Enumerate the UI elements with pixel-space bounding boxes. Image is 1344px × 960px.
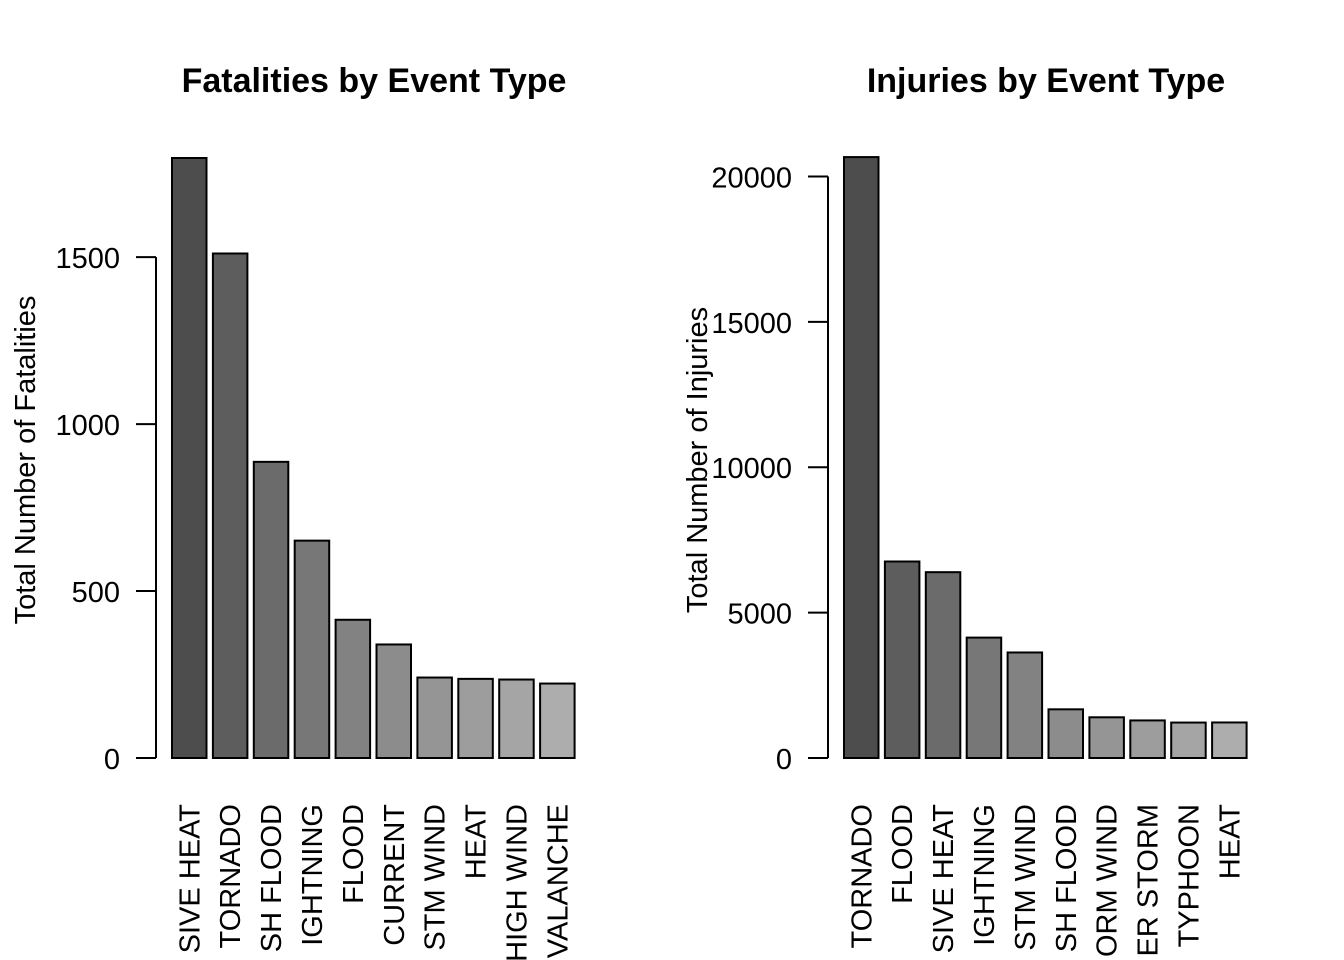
injuries-category-label: ORM WIND — [1092, 804, 1124, 957]
injuries-bar — [965, 636, 1003, 760]
fatalities-bar — [211, 252, 249, 759]
injuries-y-tick-label: 20000 — [711, 162, 792, 194]
injuries-y-tick-label: 5000 — [727, 599, 792, 631]
fatalities-chart-title: Fatalities by Event Type — [182, 62, 567, 100]
injuries-category-label: TORNADO — [846, 804, 878, 948]
injuries-bars — [843, 156, 1248, 760]
fatalities-bar — [375, 643, 412, 760]
fatalities-chart: Fatalities by Event Type Total Number of… — [10, 62, 576, 960]
fatalities-category-labels: SIVE HEAT TORNADO SH FLOOD IGHTNING FLOOD CUR… — [174, 804, 574, 960]
injuries-bar — [1006, 651, 1044, 759]
fatalities-y-tick-label: 0 — [104, 744, 120, 776]
injuries-bar — [1129, 719, 1166, 759]
fatalities-category-label: HIGH WIND — [501, 804, 533, 960]
fatalities-bar — [457, 677, 494, 760]
injuries-bar — [1047, 708, 1084, 759]
injuries-category-label: ER STORM — [1133, 804, 1165, 957]
injuries-category-label: STM WIND — [1010, 804, 1042, 951]
fatalities-category-label: SH FLOOD — [256, 804, 288, 952]
fatalities-bars — [171, 157, 576, 760]
injuries-bar — [843, 156, 880, 760]
fatalities-y-axis-label: Total Number of Fatalities — [10, 296, 42, 625]
injuries-y-tick-label: 15000 — [711, 308, 792, 340]
fatalities-bar — [252, 460, 290, 759]
fatalities-bar — [539, 682, 576, 760]
injuries-bar — [1088, 716, 1125, 759]
fatalities-y-tick-label: 1000 — [55, 410, 120, 442]
fatalities-category-label: IGHTNING — [297, 804, 329, 946]
fatalities-category-label: STM WIND — [420, 804, 452, 951]
fatalities-bar — [171, 157, 208, 760]
fatalities-category-label: FLOOD — [338, 804, 370, 904]
injuries-chart-title: Injuries by Event Type — [867, 62, 1225, 100]
injuries-category-label: SH FLOOD — [1051, 804, 1083, 952]
injuries-y-tick-label: 0 — [776, 744, 792, 776]
fatalities-category-label: HEAT — [461, 804, 493, 879]
injuries-y-axis: 0 5000 10000 15000 20000 — [711, 162, 829, 776]
injuries-bar — [883, 560, 921, 759]
fatalities-category-label: TORNADO — [215, 804, 247, 948]
fatalities-category-label: SIVE HEAT — [174, 804, 206, 954]
fatalities-y-tick-label: 1500 — [55, 243, 120, 275]
fatalities-bar — [293, 539, 331, 759]
injuries-chart: Injuries by Event Type Total Number of I… — [682, 62, 1248, 957]
fatalities-category-label: CURRENT — [379, 804, 411, 946]
injuries-bar — [1211, 721, 1248, 759]
injuries-category-label: IGHTNING — [969, 804, 1001, 946]
injuries-y-axis-label: Total Number of Injuries — [682, 307, 714, 613]
fatalities-bar — [498, 678, 535, 760]
injuries-category-labels: TORNADO FLOOD SIVE HEAT IGHTNING STM WIND SH … — [846, 804, 1246, 957]
fatalities-y-tick-label: 500 — [72, 577, 120, 609]
injuries-y-tick-label: 10000 — [711, 453, 792, 485]
injuries-category-label: FLOOD — [887, 804, 919, 904]
injuries-bar — [1170, 721, 1207, 759]
fatalities-bar — [334, 618, 372, 760]
fatalities-y-axis: 0 500 1000 1500 — [55, 243, 157, 776]
fatalities-bar — [416, 676, 453, 759]
injuries-bar — [924, 571, 962, 760]
injuries-category-label: TYPHOON — [1173, 804, 1205, 947]
fatalities-category-label: VALANCHE — [542, 804, 574, 958]
injuries-category-label: HEAT — [1214, 804, 1246, 879]
injuries-category-label: SIVE HEAT — [928, 804, 960, 954]
